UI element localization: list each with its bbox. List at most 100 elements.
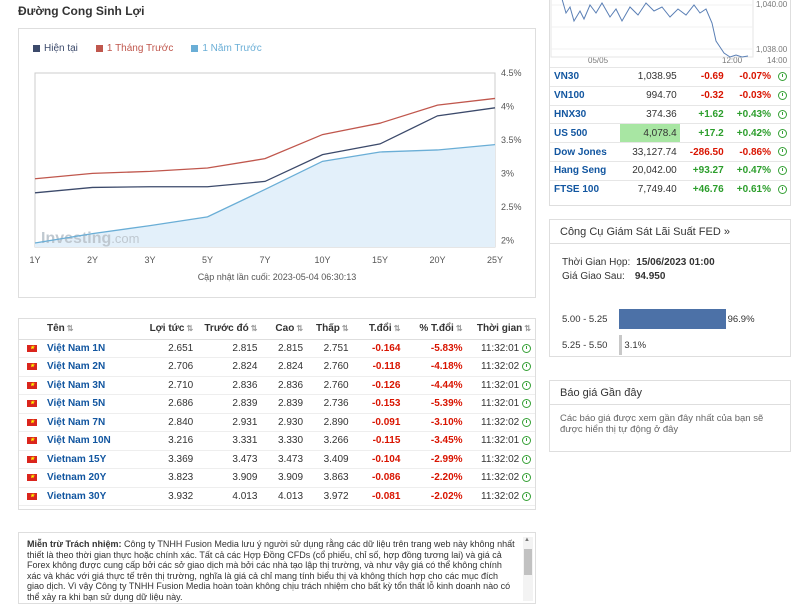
index-change-pct: +0.42% [726, 123, 774, 143]
index-time [774, 104, 790, 124]
bond-yield: 2.706 [143, 357, 198, 377]
bond-name-link[interactable]: Vietnam 15Y [19, 450, 144, 469]
vietnam-flag-icon [27, 492, 37, 500]
col-time[interactable]: Thời gian ⇅ [466, 319, 535, 340]
index-name-link[interactable]: Hang Seng [550, 160, 621, 181]
bond-row[interactable]: Vietnam 15Y3.3693.4733.4733.409-0.104-2.… [19, 450, 535, 469]
index-time [774, 179, 790, 200]
chart-legend: Hiện tại 1 Tháng Trước 1 Năm Trước [33, 43, 262, 54]
bond-change: -0.164 [352, 339, 405, 358]
disclaimer-scrollbar[interactable]: ▲ [523, 537, 533, 601]
index-change: -0.69 [679, 67, 727, 87]
col-name[interactable]: Tên ⇅ [19, 319, 144, 340]
bond-row[interactable]: Vietnam 20Y3.8233.9093.9093.863-0.086-2.… [19, 468, 535, 488]
scrollbar-thumb[interactable] [524, 549, 532, 575]
legend-item-1-month[interactable]: 1 Tháng Trước [95, 43, 173, 54]
index-time [774, 142, 790, 162]
index-name-link[interactable]: FTSE 100 [550, 179, 621, 200]
y-tick-label: 2% [501, 235, 514, 245]
index-row[interactable]: VN30 1,038.95 -0.69 -0.07% [550, 67, 790, 87]
bond-name-link[interactable]: Việt Nam 2N [19, 357, 144, 377]
x-tick-label: 15Y [372, 255, 388, 265]
sort-icon: ⇅ [341, 324, 349, 334]
legend-item-current[interactable]: Hiện tại [33, 43, 78, 54]
bond-yield: 3.216 [143, 431, 198, 451]
index-name-link[interactable]: HNX30 [550, 104, 621, 124]
bond-low: 2.760 [307, 357, 353, 377]
index-name-link[interactable]: US 500 [550, 123, 621, 143]
sort-icon: ⇅ [393, 324, 401, 334]
col-high[interactable]: Cao ⇅ [261, 319, 308, 340]
clock-icon [522, 491, 531, 501]
bond-row[interactable]: Việt Nam 7N2.8402.9312.9302.890-0.091-3.… [19, 413, 535, 432]
bond-row[interactable]: Việt Nam 2N2.7062.8242.8242.760-0.118-4.… [19, 357, 535, 377]
bond-low: 3.266 [307, 431, 353, 451]
bond-high: 3.473 [261, 450, 308, 469]
col-prev[interactable]: Trước đó ⇅ [197, 319, 262, 340]
col-yield[interactable]: Lợi tức ⇅ [143, 319, 198, 340]
clock-icon [522, 473, 531, 483]
mini-xtick: 12:00 [722, 56, 743, 65]
recent-quotes-title: Báo giá Gần đây [550, 381, 790, 405]
index-name-link[interactable]: VN30 [550, 67, 621, 87]
index-row[interactable]: US 500 4,078.4 +17.2 +0.42% [550, 123, 790, 143]
bond-name-link[interactable]: Việt Nam 10N [19, 431, 144, 451]
disclaimer-panel: Miễn trừ Trách nhiệm: Công ty TNHH Fusio… [18, 532, 536, 604]
index-name-link[interactable]: VN100 [550, 85, 621, 106]
bond-row[interactable]: Vietnam 30Y3.9324.0134.0133.972-0.081-2.… [19, 487, 535, 506]
x-tick-label: 1Y [29, 255, 40, 265]
fed-probability-bar [619, 309, 726, 329]
bond-name-link[interactable]: Vietnam 20Y [19, 468, 144, 488]
col-low[interactable]: Thấp ⇅ [307, 319, 353, 340]
vietnam-flag-icon [27, 473, 37, 482]
bond-row[interactable]: Việt Nam 10N3.2163.3313.3303.266-0.115-3… [19, 431, 535, 451]
scroll-up-icon[interactable]: ▲ [524, 537, 530, 543]
bond-name-link[interactable]: Vietnam 30Y [19, 487, 144, 506]
index-row[interactable]: FTSE 100 7,749.40 +46.76 +0.61% [550, 179, 790, 200]
bond-change-pct: -3.45% [404, 431, 467, 451]
index-row[interactable]: HNX30 374.36 +1.62 +0.43% [550, 104, 790, 124]
bond-name-link[interactable]: Việt Nam 5N [19, 394, 144, 414]
col-change-pct[interactable]: % T.đổi ⇅ [404, 319, 467, 340]
page-title: Đường Cong Sinh Lợi [18, 4, 145, 18]
bond-high: 2.824 [261, 357, 308, 377]
bond-name-link[interactable]: Việt Nam 1N [19, 339, 144, 358]
col-change[interactable]: T.đổi ⇅ [352, 319, 405, 340]
bond-table: Tên ⇅ Lợi tức ⇅ Trước đó ⇅ Cao ⇅ Thấp ⇅ T.đổi… [19, 319, 535, 506]
index-row[interactable]: Dow Jones 33,127.74 -286.50 -0.86% [550, 142, 790, 162]
bond-change-pct: -3.10% [404, 413, 467, 432]
bond-prev: 3.909 [197, 468, 262, 488]
legend-item-1-year[interactable]: 1 Năm Trước [191, 43, 262, 54]
bond-table-header: Tên ⇅ Lợi tức ⇅ Trước đó ⇅ Cao ⇅ Thấp ⇅ T.đổi… [19, 319, 535, 340]
bond-change-pct: -5.83% [404, 339, 467, 358]
bond-row[interactable]: Việt Nam 3N2.7102.8362.8362.760-0.126-4.… [19, 376, 535, 395]
clock-icon [778, 185, 787, 195]
bond-prev: 2.836 [197, 376, 262, 395]
index-last: 374.36 [620, 104, 680, 124]
fed-bar-row: 5.00 - 5.25 96.9% [562, 309, 784, 329]
index-change-pct: -0.03% [726, 85, 774, 106]
bond-high: 2.836 [261, 376, 308, 395]
index-last: 20,042.00 [620, 160, 680, 181]
bond-row[interactable]: Việt Nam 5N2.6862.8392.8392.736-0.153-5.… [19, 394, 535, 414]
mini-price-line [561, 0, 749, 58]
fed-meeting-time: Thời Gian Họp: 15/06/2023 01:00 [562, 257, 715, 268]
fed-monitor-title[interactable]: Công Cụ Giám Sát Lãi Suất FED » [550, 220, 790, 244]
index-name-link[interactable]: Dow Jones [550, 142, 621, 162]
bond-time: 11:32:02 [466, 468, 535, 488]
index-row[interactable]: Hang Seng 20,042.00 +93.27 +0.47% [550, 160, 790, 181]
bond-low: 3.863 [307, 468, 353, 488]
bond-change: -0.115 [352, 431, 405, 451]
bond-change-pct: -4.44% [404, 376, 467, 395]
bond-change: -0.081 [352, 487, 405, 506]
bond-time: 11:32:02 [466, 357, 535, 377]
area-1-year-ago [35, 144, 495, 247]
index-last: 7,749.40 [620, 179, 680, 200]
index-row[interactable]: VN100 994.70 -0.32 -0.03% [550, 85, 790, 106]
bond-name-link[interactable]: Việt Nam 3N [19, 376, 144, 395]
bond-name-link[interactable]: Việt Nam 7N [19, 413, 144, 432]
bond-row[interactable]: Việt Nam 1N2.6512.8152.8152.751-0.164-5.… [19, 339, 535, 358]
bond-prev: 2.931 [197, 413, 262, 432]
clock-icon [522, 362, 531, 372]
bond-low: 2.751 [307, 339, 353, 358]
